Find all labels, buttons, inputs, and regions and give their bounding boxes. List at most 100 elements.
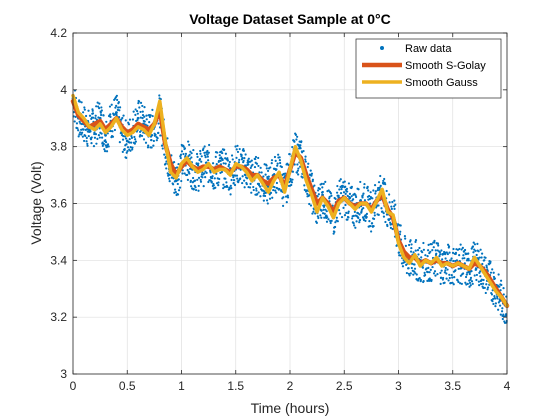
raw-data-point [141, 104, 144, 108]
raw-data-point [95, 142, 98, 145]
raw-data-point [391, 200, 394, 204]
raw-data-point [471, 282, 474, 285]
raw-data-point [90, 142, 93, 145]
plot-area [70, 89, 510, 325]
raw-data-point [285, 201, 288, 204]
raw-data-point [492, 302, 495, 306]
raw-data-point [426, 279, 429, 282]
raw-data-point [385, 189, 388, 193]
raw-data-point [190, 156, 193, 159]
raw-data-point [257, 191, 260, 194]
raw-data-point [125, 151, 128, 154]
raw-data-point [359, 180, 362, 184]
raw-data-point [420, 256, 423, 259]
raw-data-point [334, 225, 337, 229]
raw-data-point [414, 240, 417, 243]
raw-data-point [76, 127, 79, 130]
raw-data-point [187, 140, 190, 143]
raw-data-point [427, 243, 430, 247]
raw-data-point [382, 212, 385, 215]
raw-data-point [393, 207, 396, 211]
raw-data-point [183, 147, 187, 150]
raw-data-point [199, 152, 202, 155]
raw-data-point [316, 215, 319, 218]
x-tick-label: 3.5 [444, 379, 461, 393]
raw-data-point [336, 184, 339, 188]
raw-data-point [352, 198, 355, 201]
raw-data-point [470, 270, 473, 273]
raw-data-point [347, 216, 350, 219]
raw-data-point [328, 195, 331, 198]
raw-data-point [320, 209, 323, 212]
raw-data-point [291, 145, 294, 149]
raw-data-point [318, 187, 321, 191]
raw-data-point [430, 278, 433, 282]
raw-data-point [224, 152, 227, 155]
raw-data-point [188, 153, 191, 156]
raw-data-point [371, 222, 374, 225]
raw-data-point [354, 226, 357, 229]
raw-data-point [78, 100, 82, 103]
raw-data-point [442, 276, 445, 280]
raw-data-point [480, 252, 484, 255]
raw-data-point [267, 175, 270, 178]
raw-data-point [321, 212, 325, 215]
raw-data-point [126, 149, 129, 153]
raw-data-point [186, 173, 189, 176]
raw-data-point [409, 250, 413, 253]
raw-data-point [448, 273, 451, 276]
raw-data-point [330, 219, 333, 222]
raw-data-point [180, 150, 184, 153]
raw-data-point [457, 267, 460, 270]
raw-data-point [275, 191, 278, 194]
raw-data-point [262, 199, 265, 202]
raw-data-point [125, 156, 128, 160]
raw-data-point [263, 190, 266, 193]
raw-data-point [357, 188, 360, 191]
raw-data-point [439, 271, 442, 274]
raw-data-point [440, 276, 443, 279]
raw-data-point [121, 150, 124, 153]
raw-data-point [324, 180, 327, 183]
raw-data-point [100, 106, 103, 109]
raw-data-point [462, 254, 465, 257]
raw-data-point [204, 176, 207, 179]
raw-data-point [497, 308, 500, 311]
raw-data-point [129, 146, 132, 149]
raw-data-point [88, 114, 92, 117]
raw-data-point [150, 138, 153, 142]
raw-data-point [408, 243, 411, 247]
raw-data-point [304, 158, 307, 161]
y-tick-label: 3.2 [50, 310, 67, 324]
raw-data-point [350, 195, 353, 198]
raw-data-point [188, 172, 191, 175]
raw-data-point [315, 221, 318, 224]
raw-data-point [91, 112, 95, 115]
raw-data-point [259, 166, 262, 169]
raw-data-point [439, 253, 442, 256]
raw-data-point [368, 194, 371, 198]
raw-data-point [128, 141, 131, 144]
legend-label: Smooth Gauss [405, 77, 478, 89]
raw-data-point [207, 151, 210, 154]
raw-data-point [320, 216, 323, 219]
raw-data-point [217, 181, 220, 184]
raw-data-point [83, 108, 86, 111]
raw-data-point [194, 186, 197, 189]
raw-data-point [85, 140, 88, 143]
raw-data-point [293, 163, 296, 166]
raw-data-point [93, 136, 97, 139]
x-tick-label: 2.5 [336, 379, 353, 393]
raw-data-point [250, 159, 253, 162]
raw-data-point [219, 159, 222, 163]
raw-data-point [414, 272, 417, 275]
raw-data-point [299, 144, 302, 147]
raw-data-point [87, 134, 90, 138]
raw-data-point [134, 140, 137, 143]
raw-data-point [251, 163, 254, 166]
raw-data-point [205, 171, 208, 174]
raw-data-point [263, 192, 266, 195]
raw-data-point [435, 252, 438, 255]
raw-data-point [387, 218, 390, 222]
raw-data-point [492, 271, 495, 274]
